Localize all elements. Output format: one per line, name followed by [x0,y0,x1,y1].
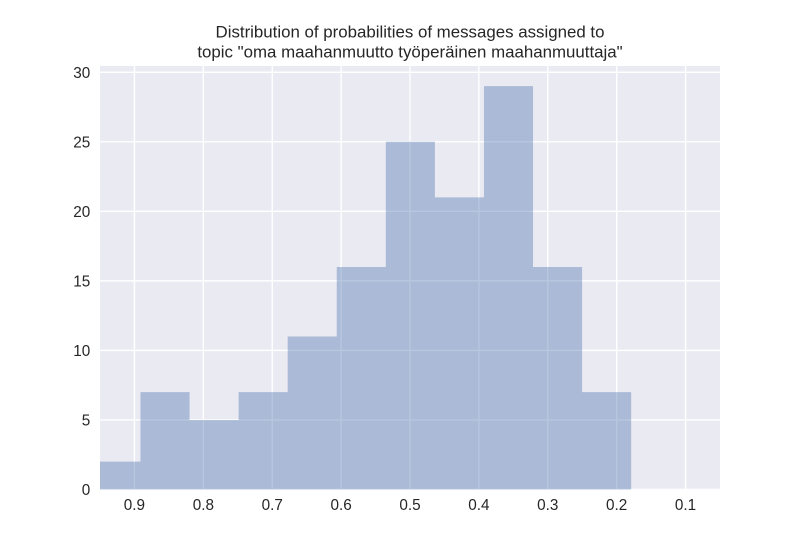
svg-text:0.7: 0.7 [262,497,283,514]
svg-text:0: 0 [82,482,91,499]
svg-text:0.5: 0.5 [399,497,420,514]
svg-text:5: 5 [82,412,91,429]
svg-text:0.6: 0.6 [330,497,351,514]
svg-text:30: 30 [73,65,90,82]
svg-text:10: 10 [73,343,90,360]
svg-text:topic "oma maahanmuutto työper: topic "oma maahanmuutto työperäinen maah… [197,43,622,62]
svg-text:15: 15 [73,273,90,290]
svg-text:25: 25 [73,134,90,151]
svg-text:0.9: 0.9 [124,497,145,514]
svg-text:0.3: 0.3 [537,497,558,514]
svg-text:20: 20 [73,204,90,221]
svg-text:Distribution of probabilities: Distribution of probabilities of message… [216,23,605,42]
svg-text:0.2: 0.2 [606,497,627,514]
svg-text:0.4: 0.4 [468,497,490,514]
svg-text:0.8: 0.8 [193,497,214,514]
svg-text:0.1: 0.1 [675,497,696,514]
